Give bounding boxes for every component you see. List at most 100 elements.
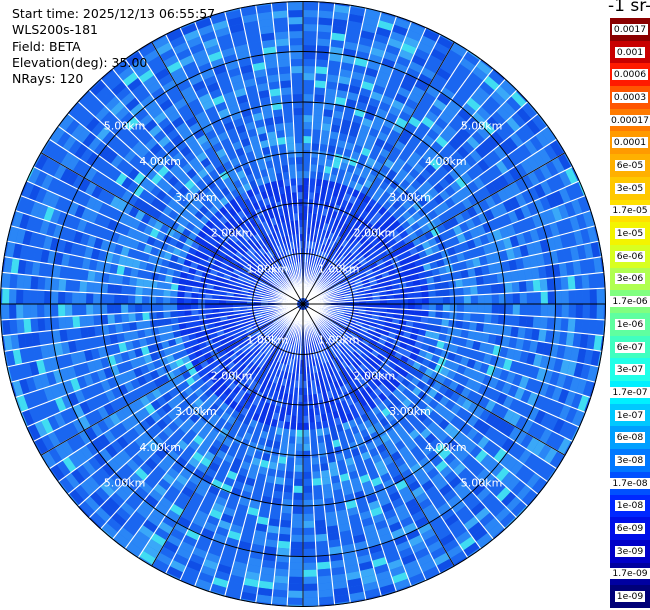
gate-cell <box>319 275 325 283</box>
gate-cell <box>499 346 509 359</box>
gate-cell <box>30 317 39 333</box>
gate-cell <box>459 241 470 253</box>
gate-cell <box>334 227 342 236</box>
gate-cell <box>325 238 332 247</box>
gate-cell <box>79 304 87 316</box>
gate-cell <box>2 288 10 304</box>
gate-cell <box>333 153 343 162</box>
gate-cell <box>108 273 117 285</box>
gate-cell <box>360 219 370 228</box>
gate-cell <box>504 136 519 152</box>
gate-cell <box>493 145 507 160</box>
gate-cell <box>315 52 330 61</box>
gate-cell <box>303 178 310 186</box>
gate-cell <box>289 548 303 556</box>
gate-cell <box>342 314 351 320</box>
gate-cell <box>526 119 541 136</box>
gate-cell <box>30 289 38 304</box>
gate-cell <box>278 526 292 535</box>
gate-cell <box>373 220 383 230</box>
gate-cell <box>280 512 292 521</box>
gate-cell <box>51 316 60 331</box>
gate-cell <box>317 575 333 584</box>
gate-cell <box>342 286 350 291</box>
gate-cell <box>51 290 59 304</box>
gate-cell <box>486 231 497 244</box>
gate-cell <box>331 241 338 250</box>
gate-cell <box>466 238 477 250</box>
gate-cell <box>350 121 362 131</box>
gate-cell <box>499 226 510 240</box>
gate-cell <box>374 137 386 149</box>
gate-cell <box>435 304 443 312</box>
gate-cell <box>569 215 581 232</box>
gate-cell <box>79 315 88 328</box>
gate-cell <box>542 251 552 266</box>
gate-cell <box>107 313 115 325</box>
gate-cell <box>330 225 338 234</box>
gate-cell <box>411 54 427 67</box>
gate-cell <box>489 354 500 367</box>
gate-cell <box>438 111 453 125</box>
gate-cell <box>317 243 323 251</box>
gate-cell <box>321 123 332 132</box>
gate-cell <box>381 229 390 238</box>
gate-cell <box>565 184 578 202</box>
gate-cell <box>461 197 473 210</box>
gate-cell <box>323 270 330 277</box>
gate-cell <box>322 483 333 492</box>
gate-cell <box>453 270 462 280</box>
gate-cell <box>311 464 321 472</box>
gate-cell <box>451 94 466 109</box>
gate-cell <box>485 182 497 196</box>
gate-cell <box>515 257 525 271</box>
gate-cell <box>389 31 406 43</box>
gate-cell <box>544 384 556 400</box>
gate-cell <box>405 156 418 168</box>
gate-cell <box>505 223 516 237</box>
gate-cell <box>349 6 366 17</box>
gate-cell <box>405 320 414 328</box>
gate-cell <box>455 176 468 189</box>
gate-cell <box>471 163 485 177</box>
gate-cell <box>294 464 303 472</box>
gate-cell <box>411 85 426 98</box>
gate-cell <box>338 229 345 238</box>
gate-cell <box>337 220 345 230</box>
gate-cell <box>531 379 543 395</box>
gate-cell <box>462 249 472 261</box>
gate-cell <box>367 258 376 266</box>
gate-cell <box>461 102 477 117</box>
gate-cell <box>433 274 442 284</box>
gate-cell <box>475 224 486 237</box>
gate-cell <box>456 145 470 159</box>
gate-cell <box>484 313 492 324</box>
gate-cell <box>420 284 429 292</box>
gate-cell <box>371 265 380 273</box>
gate-cell <box>65 279 74 292</box>
gate-cell <box>563 345 573 361</box>
gate-cell <box>184 297 192 304</box>
gate-cell <box>471 130 486 145</box>
gate-cell <box>485 343 495 355</box>
gate-cell <box>536 367 547 382</box>
gate-cell <box>466 97 481 112</box>
gate-cell <box>483 208 495 222</box>
gate-cell <box>451 336 461 346</box>
gate-cell <box>310 450 320 458</box>
gate-cell <box>352 275 361 282</box>
gate-cell <box>517 326 526 339</box>
gate-cell <box>360 147 372 157</box>
gate-cell <box>577 196 590 214</box>
gate-cell <box>526 242 536 256</box>
gate-cell <box>439 273 449 283</box>
gate-cell <box>296 429 303 437</box>
gate-cell <box>540 304 548 317</box>
gate-cell <box>330 277 337 284</box>
gate-cell <box>551 206 563 222</box>
gate-cell <box>327 180 336 190</box>
gate-cell <box>354 241 363 250</box>
gate-cell <box>519 244 529 258</box>
gate-cell <box>512 373 523 387</box>
gate-cell <box>303 3 319 11</box>
